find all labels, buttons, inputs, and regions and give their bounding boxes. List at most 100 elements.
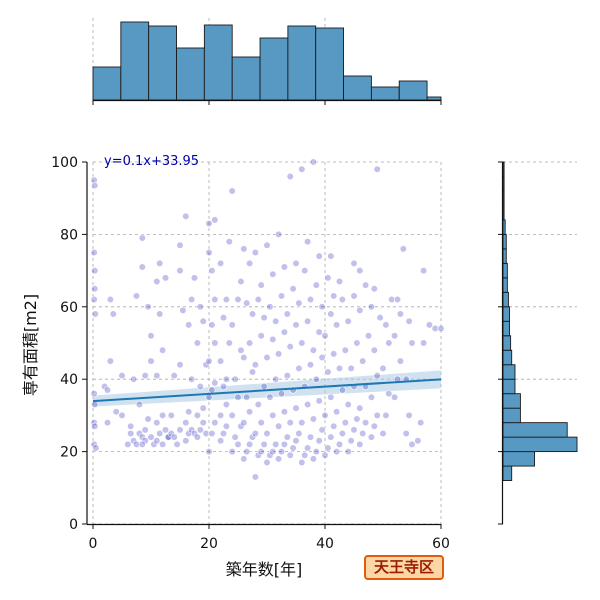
scatter-point — [91, 310, 99, 318]
scatter-point — [90, 248, 98, 257]
scatter-point — [330, 350, 338, 358]
scatter-point — [324, 274, 332, 282]
scatter-point — [295, 299, 303, 307]
scatter-point — [130, 375, 138, 383]
scatter-point — [373, 371, 381, 380]
scatter-point — [367, 393, 376, 401]
scatter-point — [260, 314, 268, 322]
scatter-point — [199, 419, 207, 427]
scatter-point — [153, 419, 161, 427]
x-tick-label: 40 — [316, 536, 334, 552]
scatter-point — [90, 295, 98, 304]
scatter-point — [246, 440, 254, 448]
right-hist-bar — [502, 176, 505, 192]
scatter-point — [211, 419, 219, 427]
scatter-point — [353, 415, 361, 423]
top-hist-bar — [120, 21, 150, 101]
right-hist-bar — [502, 248, 507, 264]
scatter-point — [286, 451, 294, 459]
scatter-point — [205, 357, 213, 365]
scatter-point — [327, 433, 335, 441]
scatter-point — [275, 230, 283, 238]
scatter-point — [391, 393, 399, 401]
scatter-point — [327, 310, 335, 318]
scatter-point — [147, 357, 155, 365]
scatter-point — [222, 400, 230, 409]
scatter-point — [193, 339, 201, 347]
scatter-point — [248, 310, 257, 318]
scatter-point — [254, 400, 262, 409]
scatter-point — [321, 411, 329, 420]
x-axis-title: 築年数[年] — [226, 560, 303, 579]
right-hist-bar — [502, 349, 513, 366]
scatter-point — [185, 429, 193, 438]
y-tick-label: 20 — [60, 445, 78, 461]
scatter-point — [373, 165, 381, 173]
scatter-point — [170, 371, 178, 380]
scatter-point — [260, 440, 268, 448]
right-hist-bar — [502, 320, 510, 337]
scatter-point — [153, 437, 161, 445]
scatter-point — [341, 346, 349, 354]
scatter-point — [225, 339, 233, 347]
scatter-point — [161, 426, 170, 434]
scatter-point — [240, 245, 248, 253]
scatter-point — [156, 310, 164, 318]
scatter-point — [370, 422, 378, 430]
scatter-point — [237, 346, 245, 354]
scatter-point — [208, 321, 216, 329]
scatter-point — [176, 267, 184, 275]
scatter-point — [367, 303, 376, 311]
scatter-point — [324, 444, 332, 452]
scatter-point — [257, 419, 265, 427]
scatter-point — [263, 353, 271, 362]
scatter-point — [292, 259, 300, 267]
scatter-point — [234, 393, 242, 401]
scatter-point — [159, 440, 167, 448]
scatter-point — [199, 404, 207, 412]
scatter-point — [396, 310, 405, 318]
top-marginal-histogram — [92, 18, 442, 105]
y-tick-label: 100 — [51, 155, 78, 171]
scatter-point — [182, 437, 190, 445]
scatter-point — [208, 267, 216, 275]
scatter-point — [254, 295, 262, 304]
scatter-point — [312, 375, 320, 383]
scatter-point — [185, 408, 193, 416]
scatter-point — [353, 339, 361, 347]
scatter-point — [350, 292, 358, 300]
scatter-point — [219, 429, 228, 438]
scatter-point — [330, 422, 338, 430]
scatter-point — [240, 419, 248, 427]
scatter-point — [306, 361, 315, 369]
scatter-point — [362, 419, 370, 427]
scatter-point — [280, 328, 289, 336]
scatter-point — [280, 440, 289, 448]
y-tick-label: 0 — [69, 517, 78, 533]
scatter-point — [211, 216, 219, 224]
scatter-point — [205, 448, 213, 456]
scatter-point — [246, 339, 254, 347]
scatter-point — [240, 455, 248, 463]
scatter-point — [283, 433, 291, 441]
scatter-point — [385, 390, 393, 398]
y-tick-label: 80 — [60, 227, 78, 243]
regression-equation: y=0.1x+33.95 — [104, 154, 199, 169]
scatter-point — [185, 321, 193, 329]
scatter-point — [243, 448, 251, 456]
scatter-point — [286, 343, 294, 351]
scatter-point — [228, 187, 236, 195]
scatter-point — [301, 451, 309, 459]
scatter-point — [179, 306, 187, 315]
scatter-point — [130, 437, 138, 445]
scatter-point — [315, 328, 323, 336]
top-hist-bar — [315, 27, 345, 101]
scatter-point — [248, 368, 257, 376]
scatter-point — [196, 382, 204, 391]
scatter-point — [370, 346, 378, 354]
scatter-point — [306, 295, 315, 304]
scatter-point — [217, 437, 225, 445]
scatter-point — [219, 314, 228, 322]
scatter-point — [106, 357, 114, 365]
scatter-point — [356, 440, 364, 448]
